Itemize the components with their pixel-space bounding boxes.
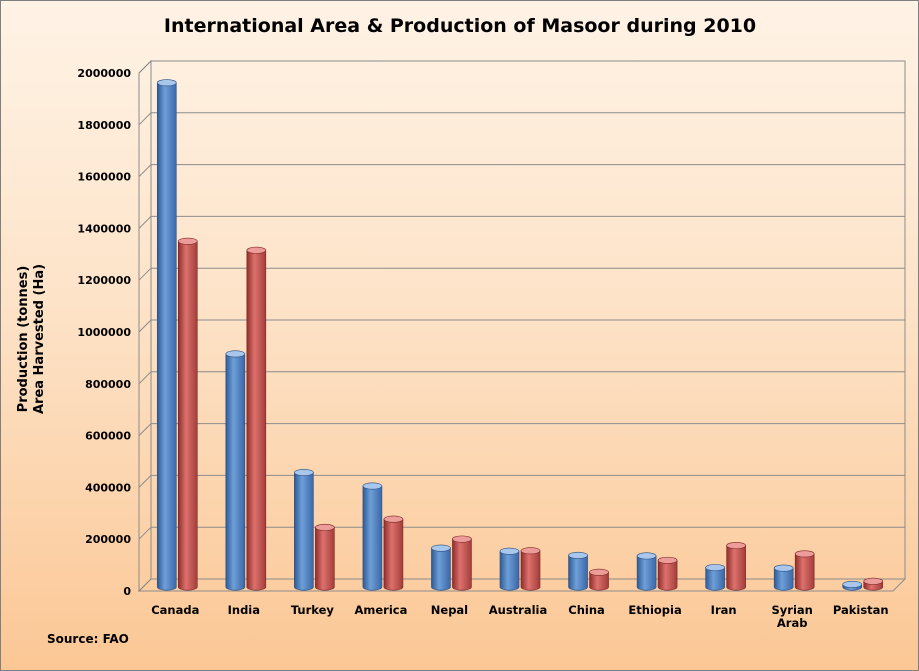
bar-1-pakistan [842, 580, 863, 591]
bar-1-nepal [431, 544, 451, 591]
bars [156, 79, 884, 591]
bar-1-syrian-arab [773, 564, 794, 591]
bar-1-ethiopia [636, 552, 657, 591]
x-tick-label: Australia [489, 603, 548, 617]
bar-1-iran [705, 564, 725, 591]
x-tick-label: Pakistan [833, 603, 889, 617]
x-tick-label: Nepal [431, 603, 468, 617]
y-axis-label-line-2: Area Harvested (Ha) [32, 264, 47, 414]
y-axis-ticks: 0 200000 400000 600000 800000 1000000 1200000 1… [77, 67, 131, 598]
y-axis-label-line-1: Production (tonnes) [16, 266, 31, 413]
gridline [138, 164, 905, 177]
x-tick-label: Canada [151, 603, 199, 617]
bar-1-canada [156, 79, 177, 591]
y-tick-label: 0 [123, 585, 131, 598]
y-tick-label: 200000 [85, 533, 131, 546]
gridline [138, 60, 905, 74]
bar-2-australia [520, 547, 541, 591]
x-tick-label: Iran [711, 603, 737, 617]
x-tick-label: India [228, 603, 260, 617]
y-tick-label: 1000000 [77, 326, 131, 339]
bar-2-china [589, 568, 609, 591]
y-tick-label: 1200000 [77, 274, 131, 287]
y-tick-label: 1800000 [77, 119, 131, 132]
bar-2-canada [177, 237, 198, 591]
bar-2-india [246, 246, 267, 591]
y-tick-label: 600000 [85, 430, 131, 443]
chart-title: International Area & Production of Masoo… [164, 15, 756, 37]
x-tick-label: Arab [777, 616, 808, 630]
bar-1-turkey [294, 469, 314, 591]
x-tick-label: America [354, 603, 407, 617]
bar-2-nepal [452, 535, 472, 591]
bar-2-pakistan [863, 577, 884, 591]
bar-1-australia [499, 547, 520, 591]
bar-1-india [225, 350, 246, 591]
gridline [138, 215, 905, 229]
y-tick-label: 1400000 [77, 222, 131, 235]
x-tick-label: China [568, 603, 605, 617]
x-tick-label: Ethiopia [628, 603, 681, 617]
bar-2-iran [726, 542, 746, 591]
bar-2-ethiopia [657, 556, 678, 591]
gridline [138, 112, 905, 126]
x-tick-label: Turkey [291, 603, 335, 617]
floor [137, 578, 907, 592]
x-tick-label: Syrian [772, 603, 813, 617]
y-tick-label: 2000000 [77, 67, 131, 80]
x-axis-categories: Canada India Turkey America Nepal Australia Ch… [151, 603, 888, 630]
bar-2-america [383, 515, 404, 591]
bar-1-china [568, 551, 588, 591]
y-tick-label: 1600000 [77, 171, 131, 184]
source-note: Source: FAO [47, 632, 129, 646]
y-tick-label: 400000 [85, 481, 131, 494]
bar-1-america [362, 482, 383, 591]
bar-2-turkey [315, 523, 335, 591]
y-tick-label: 800000 [85, 378, 131, 391]
bar-2-syrian-arab [794, 550, 815, 591]
